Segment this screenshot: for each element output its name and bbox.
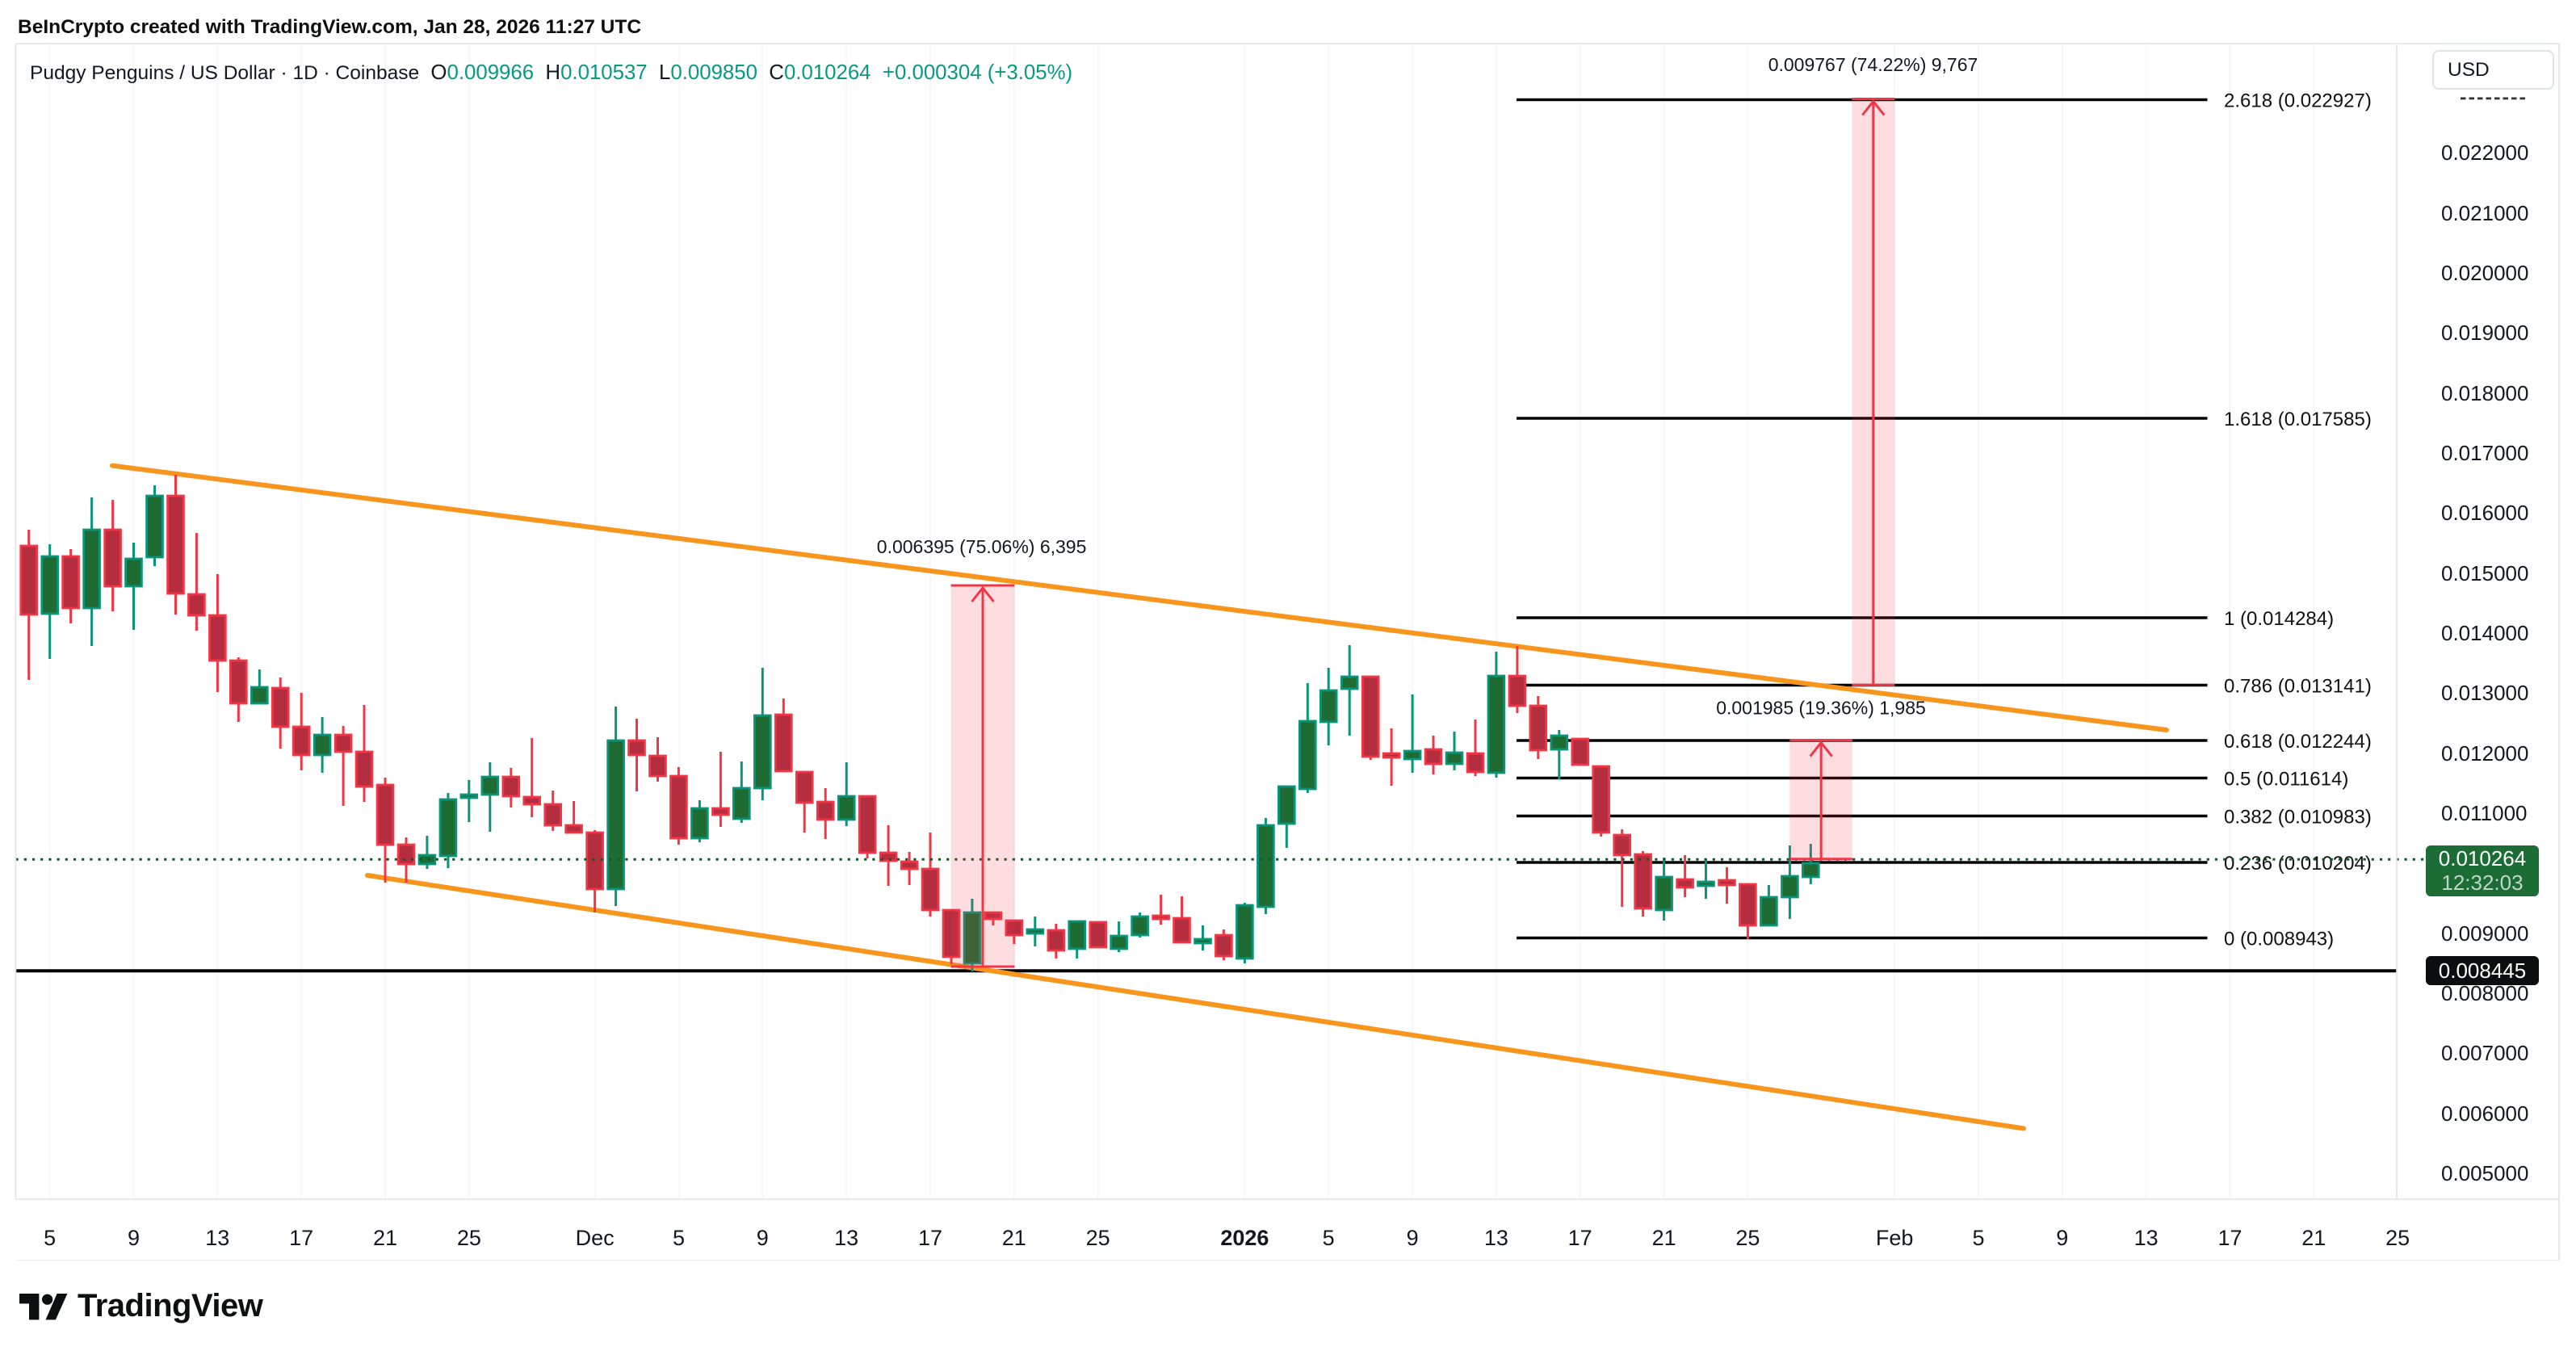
svg-text:0.236 (0.010204): 0.236 (0.010204) [2224, 853, 2372, 875]
svg-text:0 (0.008943): 0 (0.008943) [2224, 929, 2334, 950]
svg-text:0.5 (0.011614): 0.5 (0.011614) [2224, 769, 2348, 791]
svg-text:2.618 (0.022927): 2.618 (0.022927) [2224, 90, 2372, 112]
svg-text:0.786 (0.013141): 0.786 (0.013141) [2224, 676, 2372, 698]
svg-text:0.009767 (74.22%) 9,767: 0.009767 (74.22%) 9,767 [1768, 54, 1978, 75]
svg-text:0.618 (0.012244): 0.618 (0.012244) [2224, 731, 2372, 753]
svg-text:0.382 (0.010983): 0.382 (0.010983) [2224, 807, 2372, 829]
svg-text:0.001985 (19.36%) 1,985: 0.001985 (19.36%) 1,985 [1716, 698, 1926, 719]
svg-text:0.006395 (75.06%) 6,395: 0.006395 (75.06%) 6,395 [877, 536, 1087, 557]
svg-text:1 (0.014284): 1 (0.014284) [2224, 608, 2334, 630]
svg-text:1.618 (0.017585): 1.618 (0.017585) [2224, 409, 2372, 430]
